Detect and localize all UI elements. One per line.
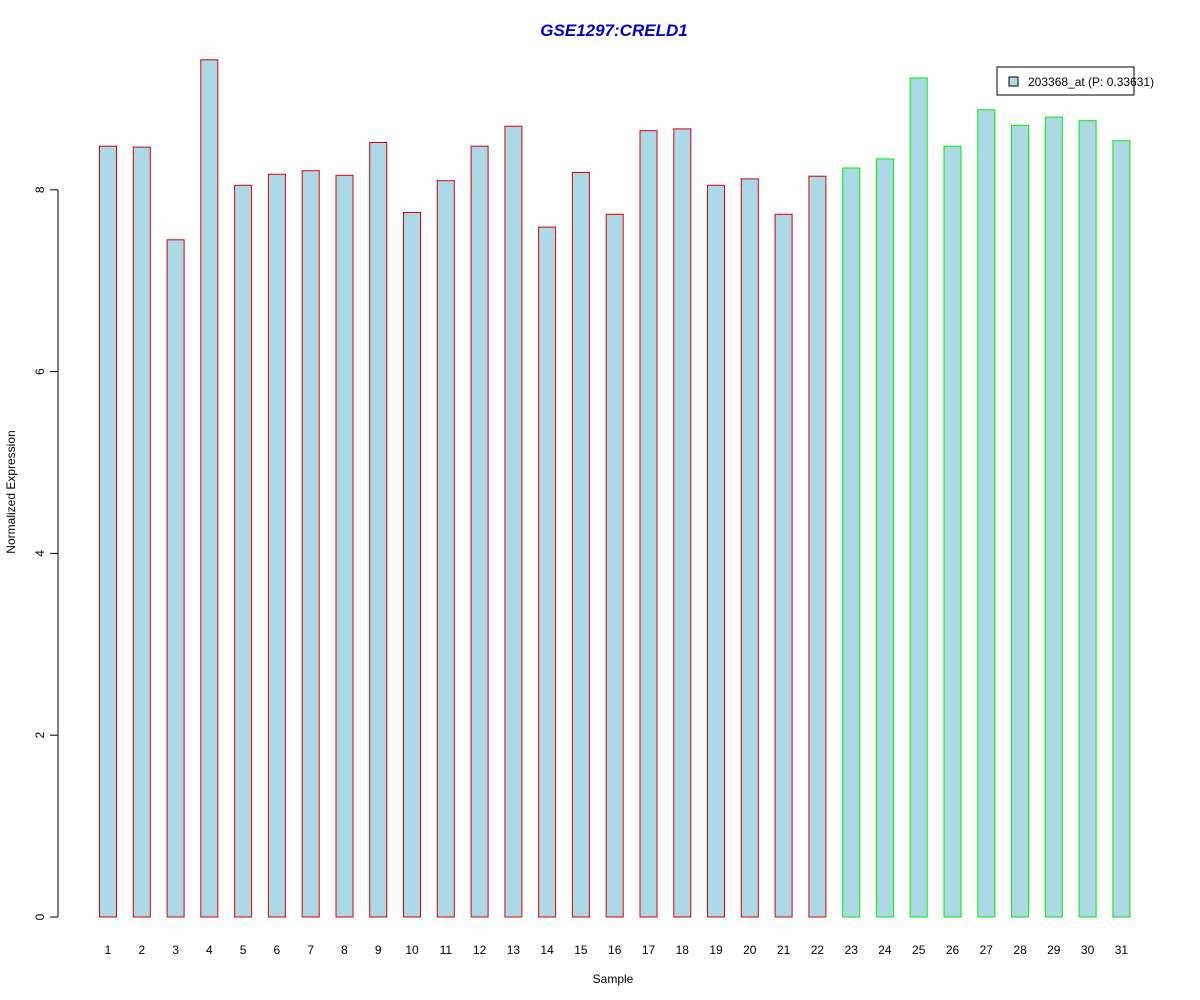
bar xyxy=(166,239,185,918)
bar xyxy=(538,226,557,918)
x-tick-label: 1 xyxy=(105,943,112,957)
bar xyxy=(707,184,725,918)
x-tick-label: 25 xyxy=(912,943,926,957)
bar xyxy=(842,167,861,918)
y-tick-label: 2 xyxy=(33,732,47,739)
bar xyxy=(571,172,590,918)
legend-swatch xyxy=(1008,76,1019,87)
bar xyxy=(369,142,388,918)
y-tick-label: 4 xyxy=(33,550,47,557)
x-tick-label: 6 xyxy=(274,943,281,957)
x-tick-label: 4 xyxy=(206,943,213,957)
bar xyxy=(774,213,793,918)
x-tick-label: 5 xyxy=(240,943,247,957)
x-tick-label: 10 xyxy=(405,943,419,957)
bar xyxy=(977,109,996,918)
bar xyxy=(1078,120,1097,918)
x-tick-label: 13 xyxy=(507,943,521,957)
x-tick-label: 2 xyxy=(138,943,145,957)
bar xyxy=(504,125,523,918)
bar xyxy=(1011,124,1030,918)
bar xyxy=(335,174,354,918)
x-axis-tick-labels: 1 2 3 4 5 6 7 8 9 10 11 12 13 14 15 16 17 18 19 20 21 22 23 24 2… xyxy=(105,943,1129,957)
bar xyxy=(1112,140,1131,918)
bar xyxy=(740,178,759,918)
x-tick-label: 12 xyxy=(473,943,487,957)
legend-box xyxy=(996,66,1135,96)
y-tick-label: 8 xyxy=(33,186,47,193)
x-tick-label: 8 xyxy=(341,943,348,957)
x-tick-label: 31 xyxy=(1115,943,1129,957)
chart-title: GSE1297:CRELD1 xyxy=(540,21,687,40)
x-tick-label: 28 xyxy=(1013,943,1027,957)
x-tick-label: 18 xyxy=(676,943,690,957)
bar xyxy=(673,128,692,918)
legend-label: 203368_at (P: 0.33631) xyxy=(1028,75,1154,89)
bar xyxy=(436,180,455,918)
y-axis-label: Normalized Expression xyxy=(4,430,18,553)
x-tick-label: 9 xyxy=(375,943,382,957)
bar xyxy=(639,130,658,918)
bar xyxy=(99,145,117,918)
bar xyxy=(403,212,421,918)
x-tick-label: 29 xyxy=(1047,943,1061,957)
x-tick-label: 30 xyxy=(1081,943,1095,957)
bar xyxy=(875,158,894,918)
x-tick-label: 24 xyxy=(878,943,892,957)
bar xyxy=(1044,116,1063,918)
x-tick-label: 23 xyxy=(845,943,859,957)
x-tick-label: 11 xyxy=(440,943,453,957)
bar xyxy=(470,145,489,918)
x-tick-label: 19 xyxy=(709,943,723,957)
bar xyxy=(132,146,151,918)
y-tick-label: 6 xyxy=(33,368,47,375)
x-tick-label: 3 xyxy=(172,943,179,957)
bar xyxy=(605,213,624,918)
x-tick-label: 27 xyxy=(980,943,994,957)
x-tick-label: 20 xyxy=(743,943,757,957)
bar xyxy=(808,175,827,918)
bar xyxy=(200,59,219,918)
bars xyxy=(99,59,1131,918)
bar xyxy=(301,170,320,918)
x-tick-label: 26 xyxy=(946,943,960,957)
x-tick-label: 15 xyxy=(574,943,588,957)
bar xyxy=(234,184,253,918)
bar xyxy=(267,173,286,918)
bar xyxy=(943,145,962,918)
x-tick-label: 17 xyxy=(642,943,656,957)
x-tick-label: 16 xyxy=(608,943,622,957)
legend: 203368_at (P: 0.33631) xyxy=(996,66,1154,96)
bar xyxy=(909,77,928,918)
x-tick-label: 14 xyxy=(540,943,554,957)
x-tick-label: 7 xyxy=(307,943,314,957)
x-tick-label: 22 xyxy=(811,943,825,957)
y-axis: 0 2 4 6 8 xyxy=(33,186,59,920)
x-tick-label: 21 xyxy=(777,943,791,957)
x-axis-label: Sample xyxy=(593,972,634,986)
y-tick-label: 0 xyxy=(33,913,47,920)
